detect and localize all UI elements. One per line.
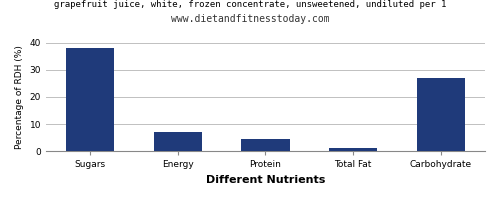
Text: www.dietandfitnesstoday.com: www.dietandfitnesstoday.com [170, 14, 330, 24]
Bar [329, 148, 378, 151]
Text: grapefruit juice, white, frozen concentrate, unsweetened, undiluted per 1: grapefruit juice, white, frozen concentr… [54, 0, 446, 9]
Bar [154, 132, 202, 151]
Bar [242, 139, 290, 151]
Bar [417, 78, 465, 151]
Y-axis label: Percentage of RDH (%): Percentage of RDH (%) [15, 45, 24, 149]
X-axis label: Different Nutrients: Different Nutrients [206, 175, 325, 185]
Bar [66, 48, 114, 151]
